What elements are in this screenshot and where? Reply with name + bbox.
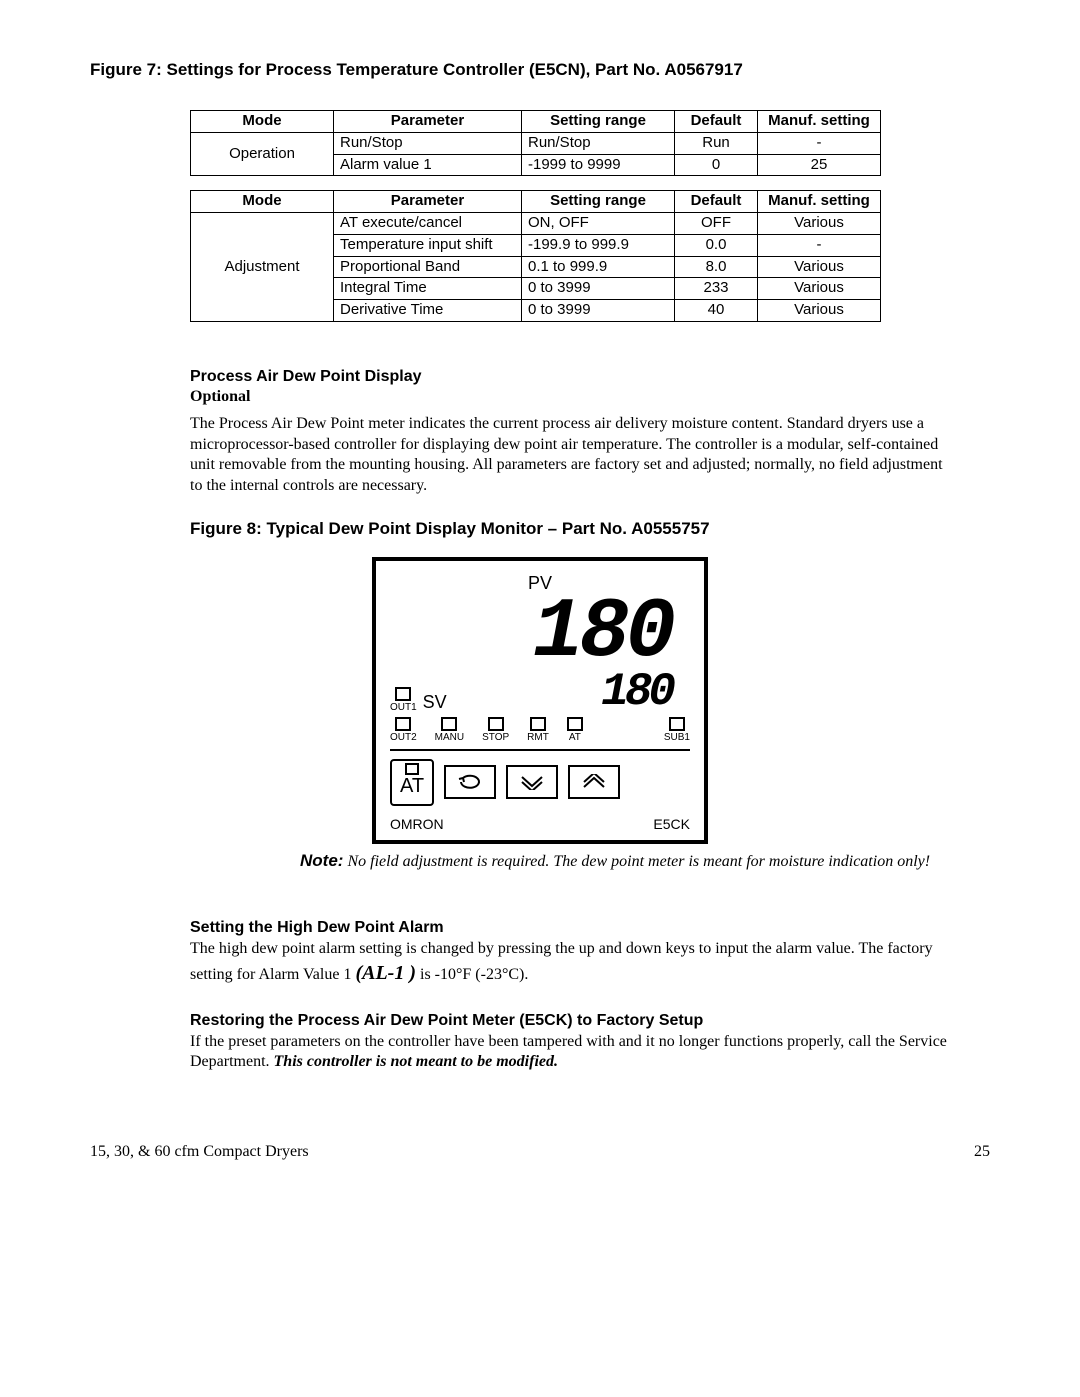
sv-label: SV: [423, 692, 447, 713]
operation-table: Mode Parameter Setting range Default Man…: [190, 110, 881, 176]
cycle-button[interactable]: [444, 765, 496, 799]
col-def: Default: [675, 111, 758, 133]
cell: Run/Stop: [334, 132, 522, 154]
manu-indicator: MANU: [435, 717, 464, 743]
cell: Various: [758, 278, 881, 300]
cell: -: [758, 234, 881, 256]
cell: Integral Time: [334, 278, 522, 300]
cell: Temperature input shift: [334, 234, 522, 256]
at-button[interactable]: AT: [390, 759, 434, 806]
cell: Various: [758, 256, 881, 278]
out2-indicator: OUT2: [390, 717, 417, 743]
cell: ON, OFF: [522, 213, 675, 235]
indicator-row: OUT2 MANU STOP RMT AT SUB1: [390, 717, 690, 751]
cell: 0 to 3999: [522, 300, 675, 322]
figure8-note: Note: No field adjustment is required. T…: [300, 850, 950, 873]
cycle-icon: [457, 774, 483, 790]
brand-label: OMRON: [390, 816, 444, 832]
cell: -: [758, 132, 881, 154]
restore-bold: This controller is not meant to be modif…: [274, 1053, 558, 1070]
cell: AT execute/cancel: [334, 213, 522, 235]
col-mode: Mode: [191, 191, 334, 213]
dewpoint-meter: PV 180 OUT1 SV 180 OUT2 MANU STOP RMT AT…: [372, 557, 708, 844]
chevron-up-icon: [581, 774, 607, 790]
al1-code: (AL-1 ): [355, 962, 416, 984]
col-manuf: Manuf. setting: [758, 111, 881, 133]
footer-right: 25: [974, 1143, 990, 1161]
cell: Derivative Time: [334, 300, 522, 322]
mode-cell: Operation: [191, 132, 334, 176]
cell: -199.9 to 999.9: [522, 234, 675, 256]
adjustment-table: Mode Parameter Setting range Default Man…: [190, 190, 881, 322]
restore-heading: Restoring the Process Air Dew Point Mete…: [190, 1012, 950, 1030]
table-row: Operation Run/Stop Run/Stop Run -: [191, 132, 881, 154]
high-alarm-para: The high dew point alarm setting is chan…: [190, 939, 950, 986]
restore-para: If the preset parameters on the controll…: [190, 1032, 950, 1074]
cell: Run: [675, 132, 758, 154]
dewpoint-heading: Process Air Dew Point Display: [190, 368, 950, 386]
rmt-indicator: RMT: [527, 717, 549, 743]
cell: Proportional Band: [334, 256, 522, 278]
col-range: Setting range: [522, 191, 675, 213]
col-def: Default: [675, 191, 758, 213]
table-row: Adjustment AT execute/cancel ON, OFF OFF…: [191, 213, 881, 235]
cell: 0.0: [675, 234, 758, 256]
model-label: E5CK: [653, 816, 690, 832]
cell: -1999 to 9999: [522, 154, 675, 176]
cell: 25: [758, 154, 881, 176]
col-range: Setting range: [522, 111, 675, 133]
at-indicator: AT: [567, 717, 583, 743]
cell: Various: [758, 213, 881, 235]
up-button[interactable]: [568, 765, 620, 799]
footer-left: 15, 30, & 60 cfm Compact Dryers: [90, 1143, 309, 1161]
mode-cell: Adjustment: [191, 213, 334, 322]
cell: 233: [675, 278, 758, 300]
col-manuf: Manuf. setting: [758, 191, 881, 213]
high-alarm-heading: Setting the High Dew Point Alarm: [190, 919, 950, 937]
cell: OFF: [675, 213, 758, 235]
sub1-indicator: SUB1: [664, 717, 690, 743]
down-button[interactable]: [506, 765, 558, 799]
cell: 40: [675, 300, 758, 322]
cell: 0 to 3999: [522, 278, 675, 300]
col-param: Parameter: [334, 191, 522, 213]
stop-indicator: STOP: [482, 717, 509, 743]
cell: Run/Stop: [522, 132, 675, 154]
dewpoint-para: The Process Air Dew Point meter indicate…: [190, 414, 950, 497]
cell: 0.1 to 999.9: [522, 256, 675, 278]
cell: 0: [675, 154, 758, 176]
dewpoint-sub: Optional: [190, 388, 950, 406]
chevron-down-icon: [519, 774, 545, 790]
cell: Alarm value 1: [334, 154, 522, 176]
figure8-title: Figure 8: Typical Dew Point Display Moni…: [190, 519, 990, 539]
cell: Various: [758, 300, 881, 322]
col-mode: Mode: [191, 111, 334, 133]
note-text: No field adjustment is required. The dew…: [347, 853, 930, 870]
note-label: Note:: [300, 851, 343, 870]
pv-value: 180: [390, 596, 690, 672]
col-param: Parameter: [334, 111, 522, 133]
figure7-title: Figure 7: Settings for Process Temperatu…: [90, 60, 990, 80]
cell: 8.0: [675, 256, 758, 278]
out1-indicator: OUT1: [390, 687, 417, 713]
sv-value: 180: [453, 672, 690, 713]
